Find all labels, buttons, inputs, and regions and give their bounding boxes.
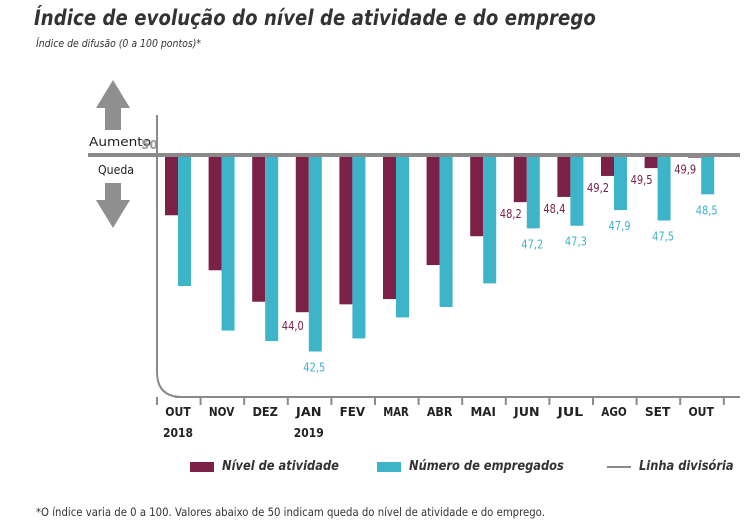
bar-employment	[701, 155, 715, 195]
bar-activity	[601, 155, 614, 176]
bar-employment	[657, 155, 671, 221]
legend: Nível de atividade Número de empregados …	[190, 459, 754, 474]
bar-employment	[439, 155, 453, 307]
value-label-activity: 44,0	[282, 319, 304, 333]
x-tick-label: ABR	[427, 404, 453, 419]
x-tick-label: AGO	[601, 404, 627, 419]
bar-employment	[570, 155, 584, 226]
bar-activity	[426, 155, 440, 266]
value-label-activity: 48,4	[543, 202, 565, 216]
x-tick-year-label: 2019	[294, 425, 324, 440]
value-label-employment: 47,3	[565, 235, 587, 249]
bar-activity	[252, 155, 266, 302]
value-label-employment: 47,9	[609, 219, 631, 233]
legend-swatch-activity	[190, 461, 214, 472]
bar-employment	[178, 155, 191, 286]
footnote: *O índice varia de 0 a 100. Valores abai…	[36, 505, 545, 519]
chart-subtitle: Índice de difusão (0 a 100 pontos)*	[36, 37, 202, 50]
value-label-activity: 49,9	[674, 163, 696, 177]
bar-employment	[526, 155, 540, 229]
bar-activity	[165, 155, 178, 216]
bar-employment	[614, 155, 627, 211]
bar-activity	[557, 155, 571, 197]
bar-activity	[470, 155, 484, 237]
value-label-employment: 47,2	[521, 237, 543, 251]
x-tick-label: JUL	[557, 404, 584, 419]
bar-activity	[513, 155, 527, 203]
x-tick-label: FEV	[340, 404, 366, 419]
up-label: Aumento	[89, 134, 151, 149]
value-label-employment: 48,5	[696, 203, 718, 217]
x-tick-label: SET	[645, 404, 671, 419]
baseline-label: 50	[141, 138, 158, 152]
down-label: Queda	[98, 162, 134, 177]
legend-item-activity: Nível de atividade	[190, 459, 355, 474]
bar-activity	[644, 155, 658, 169]
bar-employment	[352, 155, 366, 339]
value-label-activity: 49,5	[631, 173, 653, 187]
bar-activity	[208, 155, 222, 271]
legend-label-employment: Número de empregados	[408, 459, 564, 474]
x-tick-year-label: 2018	[163, 425, 193, 440]
value-label-activity: 48,2	[500, 207, 522, 221]
bar-employment	[396, 155, 409, 318]
bar-activity	[339, 155, 353, 305]
chart-title: Índice de evolução do nível de atividade…	[34, 6, 596, 30]
x-tick-label: JUN	[513, 404, 540, 419]
value-label-activity: 49,2	[587, 181, 609, 195]
legend-swatch-employment	[376, 461, 401, 472]
legend-item-divider: Linha divisória	[606, 459, 747, 474]
bar-employment	[221, 155, 235, 331]
x-tick-label: MAI	[470, 404, 496, 419]
legend-line-divider	[606, 465, 631, 468]
bar-employment	[265, 155, 279, 342]
x-tick-label: OUT	[165, 404, 191, 419]
x-tick-label: OUT	[688, 404, 714, 419]
legend-label-divider: Linha divisória	[638, 459, 734, 474]
value-label-employment: 47,5	[652, 230, 674, 244]
up-arrow-icon	[96, 80, 130, 130]
x-tick-label: DEZ	[252, 404, 278, 419]
value-label-employment: 42,5	[303, 361, 325, 375]
down-arrow-icon	[96, 183, 130, 228]
x-tick-label: MAR	[383, 404, 409, 419]
bar-activity	[383, 155, 396, 300]
legend-item-employment: Número de empregados	[376, 459, 585, 474]
bar-employment	[483, 155, 497, 284]
x-tick-label: JAN	[295, 404, 322, 419]
legend-label-activity: Nível de atividade	[222, 459, 339, 474]
bar-employment	[308, 155, 322, 352]
x-tick-label: NOV	[209, 404, 235, 419]
bar-activity	[295, 155, 309, 313]
